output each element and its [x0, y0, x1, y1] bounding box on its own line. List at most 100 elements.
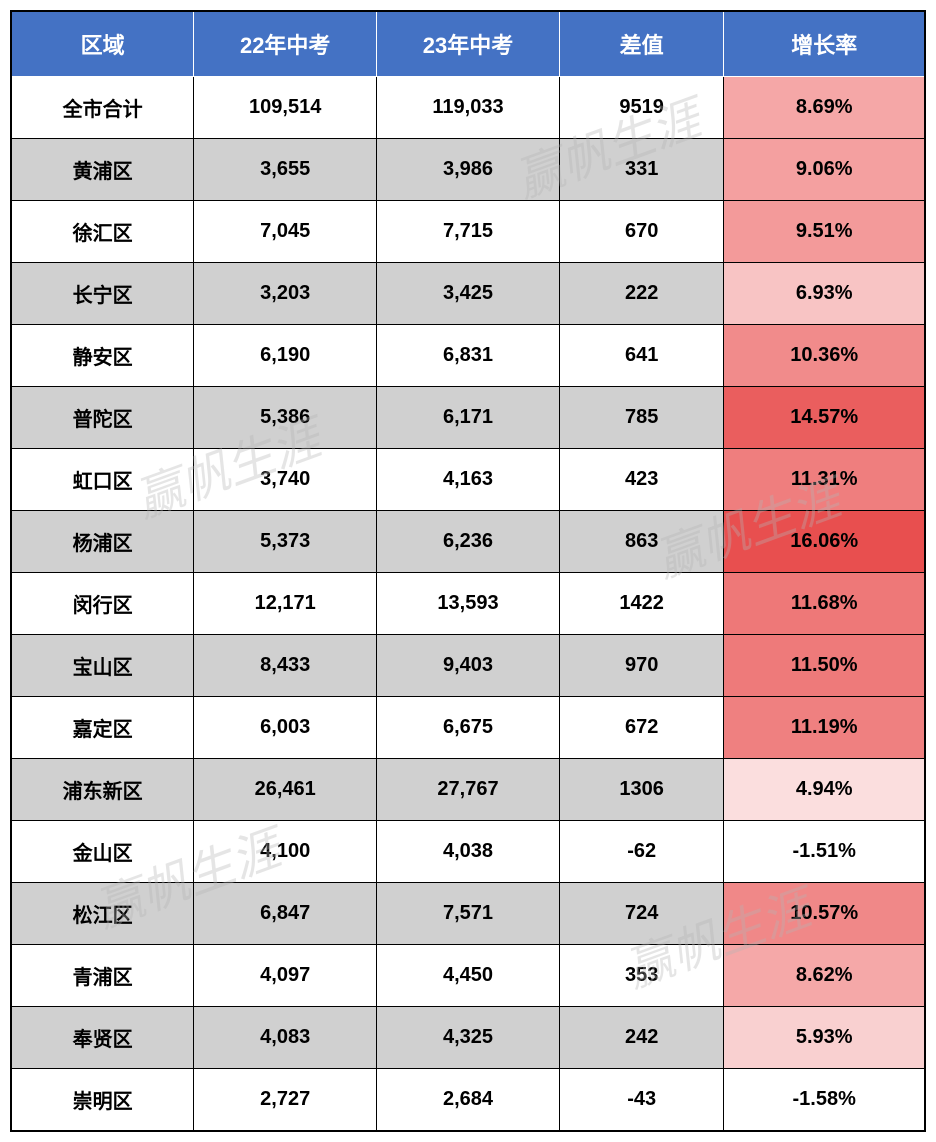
cell-region: 青浦区: [11, 945, 194, 1007]
cell-region: 奉贤区: [11, 1007, 194, 1069]
header-year-22: 22年中考: [194, 11, 377, 77]
table-row: 崇明区2,7272,684-43-1.58%: [11, 1069, 925, 1132]
cell-growth: 6.93%: [724, 263, 925, 325]
cell-year-23: 13,593: [377, 573, 560, 635]
cell-diff: 353: [559, 945, 724, 1007]
cell-growth: 11.68%: [724, 573, 925, 635]
header-region: 区域: [11, 11, 194, 77]
cell-year-23: 6,236: [377, 511, 560, 573]
cell-growth: 9.06%: [724, 139, 925, 201]
cell-growth: 11.19%: [724, 697, 925, 759]
cell-diff: 724: [559, 883, 724, 945]
cell-diff: 9519: [559, 77, 724, 139]
cell-region: 松江区: [11, 883, 194, 945]
table-row: 松江区6,8477,57172410.57%: [11, 883, 925, 945]
cell-region: 崇明区: [11, 1069, 194, 1132]
header-growth: 增长率: [724, 11, 925, 77]
cell-year-22: 3,203: [194, 263, 377, 325]
cell-diff: 423: [559, 449, 724, 511]
cell-diff: 1306: [559, 759, 724, 821]
cell-year-23: 6,171: [377, 387, 560, 449]
cell-year-22: 6,847: [194, 883, 377, 945]
cell-growth: 11.50%: [724, 635, 925, 697]
table-row: 全市合计109,514119,03395198.69%: [11, 77, 925, 139]
cell-diff: 670: [559, 201, 724, 263]
cell-growth: 14.57%: [724, 387, 925, 449]
cell-year-22: 3,740: [194, 449, 377, 511]
cell-year-23: 3,425: [377, 263, 560, 325]
cell-region: 杨浦区: [11, 511, 194, 573]
table-row: 普陀区5,3866,17178514.57%: [11, 387, 925, 449]
cell-year-22: 5,373: [194, 511, 377, 573]
cell-diff: 863: [559, 511, 724, 573]
cell-growth: -1.51%: [724, 821, 925, 883]
cell-year-22: 5,386: [194, 387, 377, 449]
cell-growth: -1.58%: [724, 1069, 925, 1132]
table-body: 全市合计109,514119,03395198.69%黄浦区3,6553,986…: [11, 77, 925, 1132]
cell-growth: 8.62%: [724, 945, 925, 1007]
cell-year-23: 7,571: [377, 883, 560, 945]
cell-diff: 785: [559, 387, 724, 449]
cell-year-23: 4,450: [377, 945, 560, 1007]
cell-region: 普陀区: [11, 387, 194, 449]
cell-year-23: 4,038: [377, 821, 560, 883]
cell-region: 全市合计: [11, 77, 194, 139]
cell-diff: 222: [559, 263, 724, 325]
cell-region: 嘉定区: [11, 697, 194, 759]
cell-growth: 16.06%: [724, 511, 925, 573]
cell-growth: 10.36%: [724, 325, 925, 387]
cell-region: 徐汇区: [11, 201, 194, 263]
table-row: 徐汇区7,0457,7156709.51%: [11, 201, 925, 263]
table-row: 闵行区12,17113,593142211.68%: [11, 573, 925, 635]
table-row: 宝山区8,4339,40397011.50%: [11, 635, 925, 697]
cell-year-23: 6,831: [377, 325, 560, 387]
cell-diff: 672: [559, 697, 724, 759]
exam-data-table: 区域 22年中考 23年中考 差值 增长率 全市合计109,514119,033…: [10, 10, 926, 1132]
table-row: 虹口区3,7404,16342311.31%: [11, 449, 925, 511]
cell-year-22: 12,171: [194, 573, 377, 635]
table-row: 长宁区3,2033,4252226.93%: [11, 263, 925, 325]
cell-year-23: 4,325: [377, 1007, 560, 1069]
cell-year-22: 4,083: [194, 1007, 377, 1069]
cell-year-22: 109,514: [194, 77, 377, 139]
cell-growth: 4.94%: [724, 759, 925, 821]
cell-region: 静安区: [11, 325, 194, 387]
cell-year-22: 7,045: [194, 201, 377, 263]
header-diff: 差值: [559, 11, 724, 77]
table-row: 金山区4,1004,038-62-1.51%: [11, 821, 925, 883]
table-row: 杨浦区5,3736,23686316.06%: [11, 511, 925, 573]
cell-region: 虹口区: [11, 449, 194, 511]
cell-year-22: 26,461: [194, 759, 377, 821]
cell-year-22: 2,727: [194, 1069, 377, 1132]
cell-diff: 242: [559, 1007, 724, 1069]
header-row: 区域 22年中考 23年中考 差值 增长率: [11, 11, 925, 77]
table-row: 奉贤区4,0834,3252425.93%: [11, 1007, 925, 1069]
cell-diff: 331: [559, 139, 724, 201]
data-table-container: 区域 22年中考 23年中考 差值 增长率 全市合计109,514119,033…: [10, 10, 926, 1132]
cell-diff: 1422: [559, 573, 724, 635]
cell-year-23: 4,163: [377, 449, 560, 511]
table-row: 青浦区4,0974,4503538.62%: [11, 945, 925, 1007]
cell-growth: 5.93%: [724, 1007, 925, 1069]
cell-region: 长宁区: [11, 263, 194, 325]
cell-year-22: 4,100: [194, 821, 377, 883]
cell-growth: 10.57%: [724, 883, 925, 945]
cell-region: 浦东新区: [11, 759, 194, 821]
cell-growth: 11.31%: [724, 449, 925, 511]
table-row: 嘉定区6,0036,67567211.19%: [11, 697, 925, 759]
cell-year-23: 2,684: [377, 1069, 560, 1132]
cell-year-23: 6,675: [377, 697, 560, 759]
cell-diff: 970: [559, 635, 724, 697]
cell-region: 宝山区: [11, 635, 194, 697]
cell-year-22: 6,003: [194, 697, 377, 759]
cell-year-23: 119,033: [377, 77, 560, 139]
cell-diff: -62: [559, 821, 724, 883]
table-row: 浦东新区26,46127,76713064.94%: [11, 759, 925, 821]
cell-region: 金山区: [11, 821, 194, 883]
table-row: 黄浦区3,6553,9863319.06%: [11, 139, 925, 201]
cell-year-22: 8,433: [194, 635, 377, 697]
cell-diff: -43: [559, 1069, 724, 1132]
cell-growth: 8.69%: [724, 77, 925, 139]
cell-year-23: 9,403: [377, 635, 560, 697]
cell-year-22: 6,190: [194, 325, 377, 387]
